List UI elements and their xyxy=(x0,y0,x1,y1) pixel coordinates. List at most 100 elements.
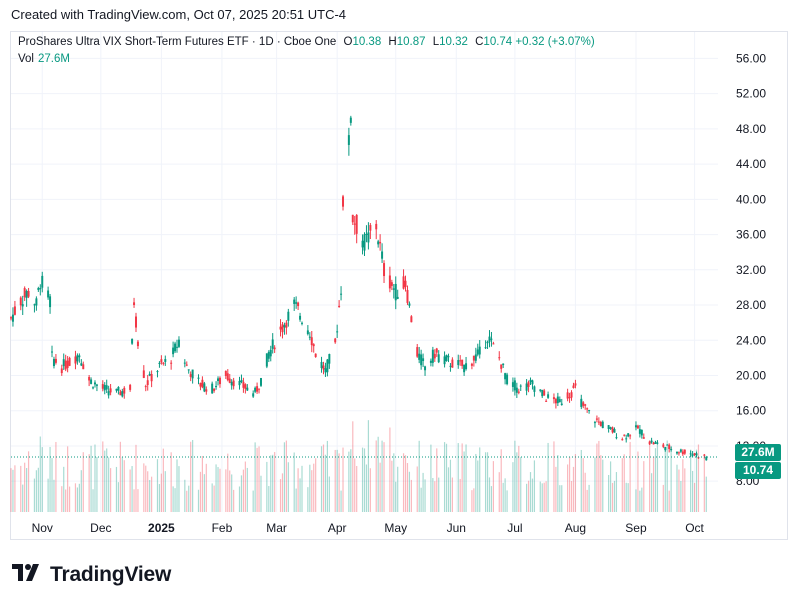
volume-bar xyxy=(143,463,145,512)
candle-body xyxy=(472,355,475,361)
candle-body xyxy=(267,351,270,359)
volume-bar xyxy=(623,454,625,512)
candle-body xyxy=(459,360,462,362)
candle-body xyxy=(131,338,134,344)
candle-body xyxy=(625,438,628,440)
tradingview-footer[interactable]: TradingView xyxy=(12,561,171,588)
candle-body xyxy=(383,263,386,277)
volume-bar xyxy=(256,447,258,512)
volume-bar xyxy=(293,452,295,512)
candle-body xyxy=(654,441,657,444)
candle-body xyxy=(541,389,544,397)
volume-bar xyxy=(445,443,448,512)
candle-body xyxy=(142,370,145,378)
y-tick-label: 20.00 xyxy=(736,368,766,382)
volume-bar xyxy=(197,489,200,512)
candle-body xyxy=(117,387,120,391)
candle-body xyxy=(570,392,573,398)
volume-bar xyxy=(22,484,24,512)
volume-bar xyxy=(600,455,602,512)
candle-body xyxy=(273,347,276,350)
volume-bar xyxy=(336,449,338,512)
volume-bar xyxy=(55,441,57,512)
volume-bar xyxy=(451,477,453,512)
candle-body xyxy=(584,404,587,406)
volume-bar xyxy=(541,483,543,512)
candle-body xyxy=(27,290,30,297)
volume-bar xyxy=(10,468,12,512)
volume-bar xyxy=(14,465,16,512)
x-tick-label: Mar xyxy=(266,521,287,535)
volume-bar xyxy=(260,475,262,512)
candle-body xyxy=(92,387,95,389)
candle-body xyxy=(215,385,218,388)
candle-body xyxy=(301,322,304,324)
volume-bar xyxy=(375,440,377,512)
candle-body xyxy=(310,337,313,346)
candle-body xyxy=(80,363,83,366)
candle-body xyxy=(35,298,38,306)
volume-bar xyxy=(465,444,467,512)
volume-bar xyxy=(233,489,235,512)
volume-bar xyxy=(229,470,231,512)
candle-body xyxy=(109,388,112,393)
volume-bar xyxy=(76,487,79,512)
candle-body xyxy=(93,382,96,385)
volume-bar xyxy=(609,461,612,512)
candle-body xyxy=(19,297,22,306)
candle-body xyxy=(183,362,186,364)
candle-body xyxy=(394,283,397,301)
candle-body xyxy=(76,355,79,362)
candle-body xyxy=(461,359,464,366)
candle-body xyxy=(636,425,639,429)
volume-bar xyxy=(203,474,205,512)
candle-body xyxy=(607,425,610,429)
candle-body xyxy=(258,388,261,390)
volume-bar xyxy=(430,444,432,512)
candle-body xyxy=(324,368,327,373)
candle-body xyxy=(49,296,52,308)
volume-label: Vol xyxy=(18,53,34,65)
candle-body xyxy=(531,380,534,385)
volume-bar xyxy=(205,463,207,512)
volume-bar xyxy=(324,454,327,512)
volume-bars xyxy=(10,420,707,512)
volume-bar xyxy=(328,476,330,512)
candle-body xyxy=(552,397,555,400)
volume-bar xyxy=(215,464,217,512)
candle-body xyxy=(144,386,147,388)
candle-body xyxy=(11,314,14,322)
candle-body xyxy=(287,311,290,321)
volume-bar xyxy=(117,482,120,512)
volume-bar xyxy=(662,484,664,512)
candle-body xyxy=(123,387,126,394)
candle-body xyxy=(78,355,81,358)
volume-bar xyxy=(350,449,352,512)
candle-body xyxy=(504,373,507,380)
candle-body xyxy=(211,383,214,394)
volume-bar xyxy=(156,459,159,512)
candle-body xyxy=(476,349,479,355)
candle-body xyxy=(187,369,190,371)
volume-bar xyxy=(164,471,166,512)
tradingview-logo-icon xyxy=(12,561,44,588)
volume-bar xyxy=(108,457,110,512)
volume-bar xyxy=(434,481,436,512)
candle-body xyxy=(47,290,50,298)
x-tick-label: Aug xyxy=(565,521,586,535)
chart-frame xyxy=(10,31,788,540)
volume-bar xyxy=(422,472,424,512)
candle-body xyxy=(338,305,341,307)
volume-bar xyxy=(529,472,532,512)
volume-bar xyxy=(377,436,379,512)
volume-bar xyxy=(162,448,164,512)
candle-body xyxy=(554,399,557,404)
candle-body xyxy=(677,452,680,454)
candle-body xyxy=(285,322,288,328)
candle-body xyxy=(406,289,409,303)
candle-body xyxy=(433,353,436,359)
candle-body xyxy=(502,363,505,366)
volume-bar xyxy=(342,447,344,512)
volume-bar xyxy=(254,442,256,512)
